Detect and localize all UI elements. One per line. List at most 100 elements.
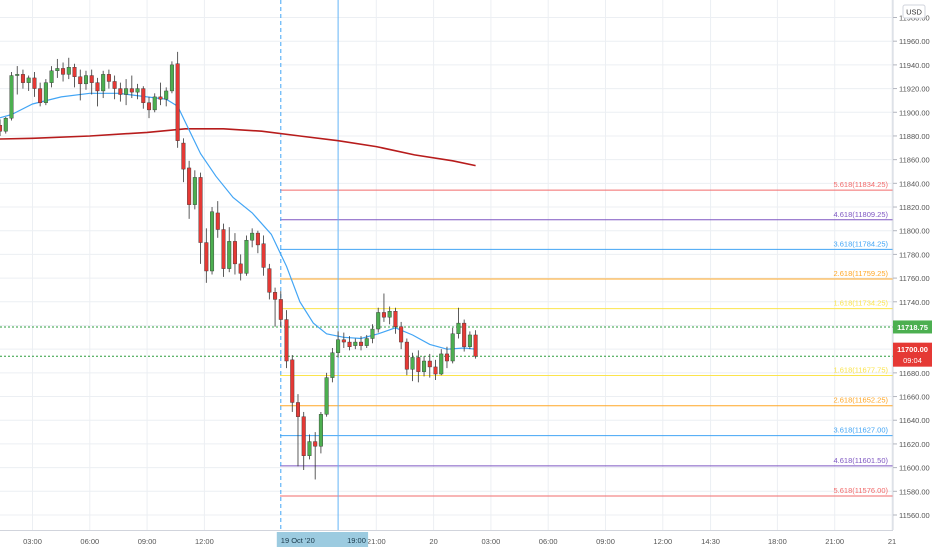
grid [0,0,893,530]
x-tick-label: 03:00 [23,537,42,546]
price-badge-label: 11718.75 [897,323,928,332]
candle-body [341,339,346,343]
candle-body [181,142,186,170]
candle [55,58,60,78]
candle [204,228,209,283]
candle [416,350,421,383]
x-tick-label: 03:00 [482,537,501,546]
candle [192,170,197,210]
candle-body [456,322,461,334]
candle [141,86,146,109]
candle [83,70,88,90]
fib-level-label: 1.618(11734.25) [834,299,889,308]
candle [313,432,318,480]
candle [61,62,66,82]
fib-level-label: 2.618(11652.25) [834,396,889,405]
candle [255,230,260,254]
candle [456,307,461,339]
candle-body [89,75,94,83]
candle-body [313,441,318,447]
x-tick-label: 09:00 [138,537,157,546]
candle-body [336,339,341,353]
marker-date-label: 19 Oct '20 [281,536,315,545]
candle-body [204,242,209,272]
fib-level-label: 4.618(11601.50) [834,456,889,465]
y-tick-label: 11800.00 [899,227,930,236]
candle [399,321,404,350]
candle-body [273,292,278,300]
candle [301,411,306,470]
candle [370,324,375,344]
candle [427,353,432,378]
candle-body [324,377,329,415]
fib-level-label: 4.618(11809.25) [834,210,889,219]
candle [250,228,255,248]
candle-body [43,82,48,103]
candle-body [347,341,352,347]
candle [462,319,467,352]
candle-body [393,311,398,327]
candle [284,310,289,369]
fibonacci-extension[interactable]: 5.618(11834.25) 4.618(11809.25) 3.618(1178… [280,180,893,497]
candle-body [278,299,283,320]
candle [175,51,180,148]
y-tick-label: 11860.00 [899,156,930,165]
candle [422,356,427,377]
currency-badge: USD [902,4,926,19]
candle-body [238,263,243,274]
candle [336,331,341,358]
x-tick-label: 20 [429,537,437,546]
candle [26,75,31,91]
candle [152,93,157,113]
candle [295,394,300,467]
candle [307,434,312,460]
candle [376,307,381,333]
candle-body [83,75,88,85]
candle-body [370,328,375,339]
candle-body [164,90,169,100]
candle [359,336,364,351]
fast-moving-average-line [0,92,476,350]
candle [32,71,37,97]
fib-level-label: 5.618(11834.25) [834,180,889,189]
candle-body [462,322,467,347]
candle-body [169,64,174,92]
candle [3,117,8,134]
candle [387,306,392,325]
candle-body [227,241,232,269]
x-tick-label: 21 [888,537,896,546]
candle [72,63,77,88]
candle-body [387,311,392,318]
candle-body [78,76,83,85]
candle [181,138,186,183]
candle-body [198,177,203,243]
candle-body [192,177,197,205]
candle-body [215,212,220,230]
fib-level-label: 3.618(11627.00) [834,426,889,435]
candle-body [135,88,140,93]
candle [215,201,220,238]
candle [410,352,415,382]
y-tick-label: 11940.00 [899,61,930,70]
candle-body [376,312,381,330]
price-badge [893,320,932,334]
current-price-badge [893,342,932,367]
candle-body [473,334,478,357]
current-price-label: 11700.00 [897,345,928,354]
candle-body [410,357,415,370]
slow-moving-average-line [0,128,476,167]
candle [43,79,48,106]
y-tick-label: 11960.00 [899,37,930,46]
candle-body [106,74,111,82]
candle [450,327,455,364]
y-tick-label: 11560.00 [899,511,930,520]
price-axis[interactable]: 11980.0011960.0011940.0011920.0011900.00… [892,0,932,530]
candle [95,77,100,107]
x-tick-label: 21:00 [825,537,844,546]
candle [267,263,272,300]
time-axis[interactable]: 03:00 06:00 09:00 12:00 21:00 20 03:00 06:00 09:… [0,530,932,550]
candle-body [284,319,289,362]
